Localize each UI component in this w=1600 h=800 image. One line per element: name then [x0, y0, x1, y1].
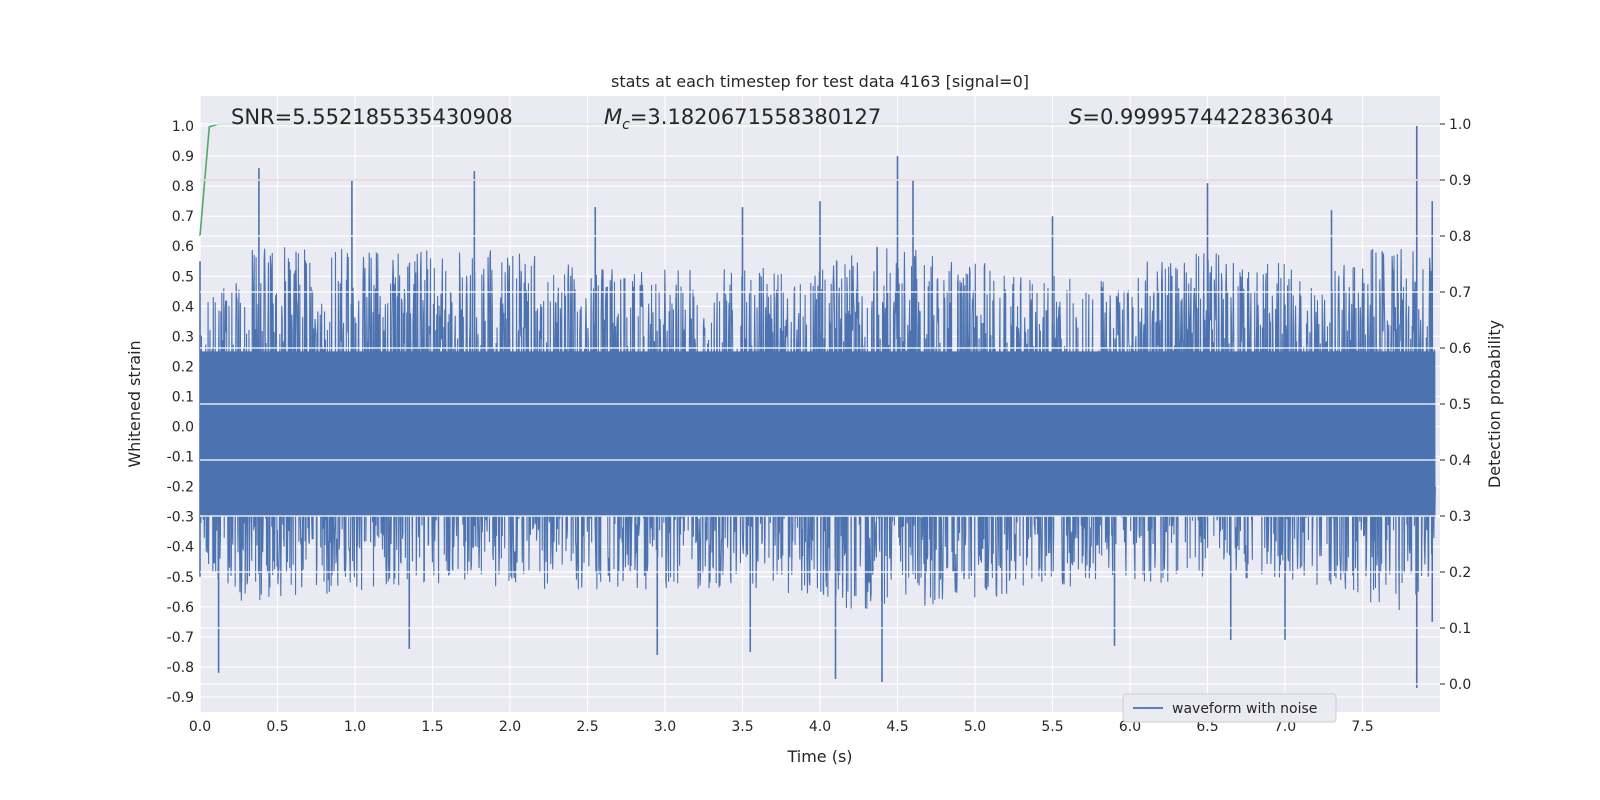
x-tick-label: 2.5	[576, 719, 598, 735]
y-tick-label: 0.8	[172, 179, 194, 195]
chart-title: stats at each timestep for test data 416…	[611, 72, 1029, 91]
y-tick-label: 1.0	[172, 119, 194, 135]
y-axis-label: Whitened strain	[125, 340, 144, 467]
score-annotation: S=0.9999574422836304	[1069, 105, 1334, 129]
y-tick-label: -0.7	[167, 630, 194, 646]
x-tick-label: 1.5	[421, 719, 443, 735]
y-tick-label: 0.3	[172, 329, 194, 345]
x-tick-label: 3.5	[731, 719, 753, 735]
waveform-core	[200, 351, 1436, 517]
y-tick-label: -0.8	[167, 660, 194, 676]
y-tick-label: 0.7	[172, 209, 194, 225]
y2-tick-label: 0.9	[1449, 173, 1471, 189]
y2-axis-ticks: 1.0 0.9 0.8 0.7 0.6 0.5 0.4 0.3 0.2 0.1 0.0	[1440, 117, 1471, 693]
y2-tick-label: 0.7	[1449, 285, 1471, 301]
y-tick-label: 0.1	[172, 389, 194, 405]
y-tick-label: 0.9	[172, 149, 194, 165]
x-tick-label: 7.5	[1351, 719, 1373, 735]
snr-annotation: SNR=5.552185535430908	[231, 105, 513, 129]
legend-label-waveform: waveform with noise	[1172, 701, 1317, 717]
chirp-mass-subscript: c	[622, 117, 630, 133]
y2-tick-label: 0.8	[1449, 229, 1471, 245]
x-axis-label: Time (s)	[786, 747, 852, 766]
y-tick-label: -0.1	[167, 450, 194, 466]
score-value: =0.9999574422836304	[1082, 105, 1333, 129]
y-tick-label: 0.6	[172, 239, 194, 255]
x-tick-label: 5.0	[964, 719, 986, 735]
y-tick-label: 0.5	[172, 269, 194, 285]
y-tick-label: -0.4	[167, 540, 194, 556]
y-tick-label: 0.0	[172, 420, 194, 436]
x-tick-label: 3.0	[654, 719, 676, 735]
chirp-mass-symbol: M	[604, 105, 622, 129]
y2-axis-label: Detection probability	[1485, 320, 1504, 488]
x-tick-label: 4.5	[886, 719, 908, 735]
y2-tick-label: 0.3	[1449, 509, 1471, 525]
right-axis-grid-lines	[200, 123, 1440, 685]
y-tick-label: -0.3	[167, 510, 194, 526]
x-tick-label: 6.5	[1196, 719, 1218, 735]
y-tick-label: 0.2	[172, 359, 194, 375]
score-symbol: S	[1069, 105, 1082, 129]
x-tick-label: 2.0	[499, 719, 521, 735]
y2-tick-label: 0.2	[1449, 565, 1471, 581]
chirp-mass-value: =3.1820671558380127	[630, 105, 881, 129]
waveform-series	[199, 126, 1436, 688]
y-tick-label: -0.2	[167, 480, 194, 496]
y-tick-label: -0.6	[167, 600, 194, 616]
y2-tick-label: 0.4	[1449, 453, 1471, 469]
y2-tick-label: 0.5	[1449, 397, 1471, 413]
legend: waveform with noise	[1122, 693, 1337, 723]
y-tick-label: -0.5	[167, 570, 194, 586]
y-axis-ticks: 1.0 0.9 0.8 0.7 0.6 0.5 0.4 0.3 0.2 0.1 0.0 -0.1 -0.…	[167, 119, 194, 706]
x-tick-label: 1.0	[344, 719, 366, 735]
x-axis-ticks: 0.0 0.5 1.0 1.5 2.0 2.5 3.0 3.5 4.0 4.5 5.0 5.5 6.0 6…	[189, 719, 1374, 735]
y2-tick-label: 0.0	[1449, 677, 1471, 693]
x-tick-label: 6.0	[1119, 719, 1141, 735]
y2-tick-label: 0.1	[1449, 621, 1471, 637]
x-tick-label: 4.0	[809, 719, 831, 735]
y2-tick-label: 0.6	[1449, 341, 1471, 357]
x-tick-label: 0.0	[189, 719, 211, 735]
y-tick-label: 0.4	[172, 299, 194, 315]
x-tick-label: 7.0	[1274, 719, 1296, 735]
x-tick-label: 0.5	[266, 719, 288, 735]
y-tick-label: -0.9	[167, 690, 194, 706]
x-tick-label: 5.5	[1041, 719, 1063, 735]
chirp-mass-annotation: Mc=3.1820671558380127	[604, 105, 881, 133]
legend-box	[1122, 693, 1337, 723]
y2-tick-label: 1.0	[1449, 117, 1471, 133]
